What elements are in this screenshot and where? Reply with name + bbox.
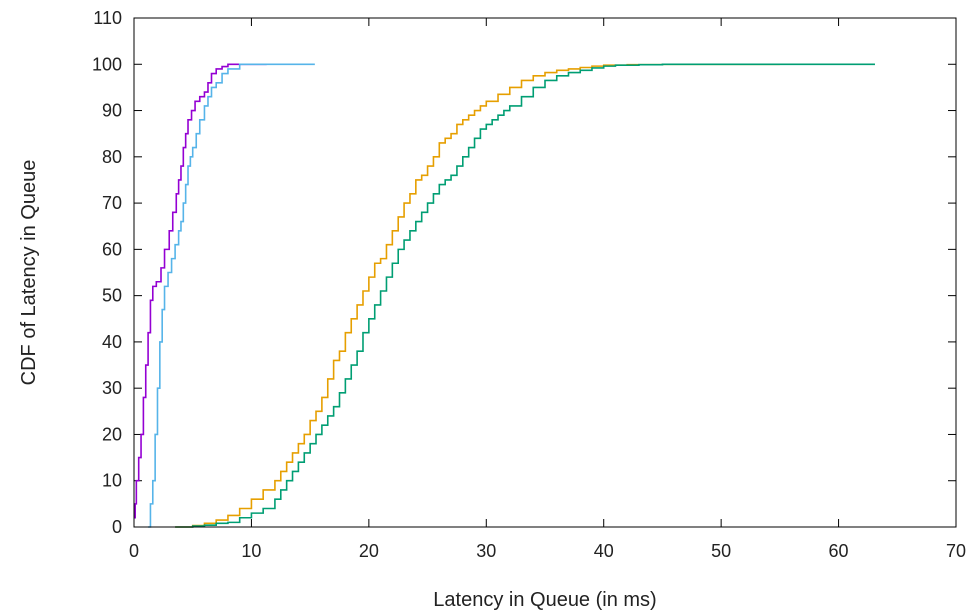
cdf-series-3 (175, 63, 780, 528)
cdf-series-1 (134, 63, 267, 519)
y-axis-title: CDF of Latency in Queue (18, 160, 40, 386)
plot-frame (133, 17, 957, 528)
y-tick-label: 50 (102, 286, 122, 306)
y-tick-label: 110 (93, 8, 122, 28)
x-tick-label: 40 (594, 541, 614, 561)
y-tick-label: 80 (102, 147, 122, 167)
y-tick-label: 60 (102, 239, 122, 259)
y-tick-label: 100 (92, 54, 122, 74)
y-tick-label: 30 (102, 378, 122, 398)
x-tick-label: 20 (359, 541, 379, 561)
y-tick-label: 90 (102, 101, 122, 121)
x-axis-title: Latency in Queue (in ms) (433, 589, 656, 611)
y-tick-label: 40 (102, 332, 122, 352)
x-tick-label: 0 (129, 541, 139, 561)
x-tick-label: 70 (946, 541, 966, 561)
y-tick-label: 0 (112, 517, 122, 537)
y-tick-label: 70 (102, 193, 122, 213)
y-axis-ticks: 0 10 20 30 40 50 60 70 80 90 100 110 (92, 8, 956, 537)
series-layer (134, 63, 875, 528)
x-axis-ticks: 0 10 20 30 40 50 60 70 (129, 18, 966, 561)
x-tick-label: 10 (241, 541, 261, 561)
cdf-series-2 (148, 63, 315, 528)
x-tick-label: 50 (711, 541, 731, 561)
x-tick-label: 30 (476, 541, 496, 561)
x-tick-label: 60 (829, 541, 849, 561)
y-tick-label: 20 (102, 424, 122, 444)
cdf-series-4 (175, 63, 875, 528)
y-tick-label: 10 (102, 471, 122, 491)
